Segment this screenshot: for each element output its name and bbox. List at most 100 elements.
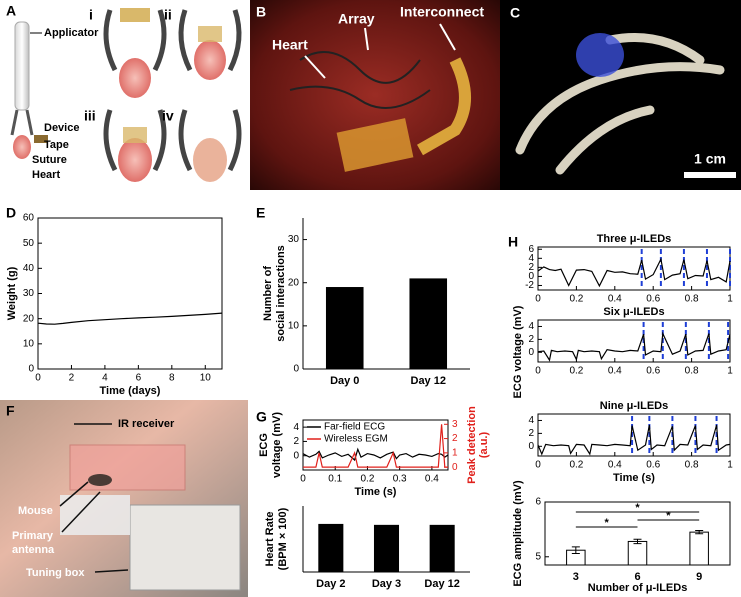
y2-tick-label: 0: [452, 462, 458, 473]
x-tick-label: Day 12: [424, 578, 459, 590]
x-tick-label: Day 2: [316, 578, 345, 590]
panel-letter: G: [256, 409, 267, 425]
label: IR receiver: [118, 418, 175, 430]
label: Applicator: [44, 27, 99, 39]
x-tick-label: 0: [535, 366, 541, 377]
y-tick-label: 4: [528, 415, 534, 426]
heart-shape: [118, 138, 152, 182]
x-tick-label: 1: [727, 460, 733, 471]
x-tick-label: Day 3: [372, 578, 401, 590]
y-axis-label: ECG voltage (mV): [512, 305, 524, 398]
label: Suture: [32, 154, 67, 166]
x-tick-label: 0: [535, 294, 541, 305]
panel-f: F IR receiver Mouse Primary antenna Tuni…: [0, 400, 248, 597]
x-tick-label: Day 12: [411, 375, 446, 387]
applicator-shape: [14, 21, 30, 111]
label: Interconnect: [400, 4, 484, 20]
y-tick-label: 0: [293, 450, 299, 461]
panel-letter: D: [6, 205, 16, 221]
scale-label: 1 cm: [694, 151, 726, 167]
significance-label: *: [605, 517, 610, 529]
label: Primary: [12, 530, 54, 542]
y-tick-label: 10: [288, 320, 300, 331]
plot-frame: [302, 419, 449, 471]
bar: [429, 524, 455, 572]
bar: [409, 278, 448, 369]
bar: [627, 540, 648, 566]
significance-label: *: [666, 510, 671, 522]
plot-frame: [537, 246, 731, 291]
label: Tuning box: [26, 567, 85, 579]
x-tick-label: 1: [727, 366, 733, 377]
y-tick-label: 0: [528, 271, 534, 282]
x-tick-label: 0.2: [569, 366, 583, 377]
y-tick-label: 30: [23, 288, 35, 299]
y-tick-label: 6: [535, 497, 541, 508]
y-axis-label: voltage (mV): [271, 412, 283, 478]
y-axis-label: Heart Rate: [264, 511, 276, 566]
x-tick-label: 0.1: [328, 474, 342, 485]
y-tick-label: 2: [528, 428, 534, 439]
y-tick-label: 4: [528, 253, 534, 264]
device-shape: [120, 8, 150, 22]
x-tick-label: 0.8: [685, 460, 699, 471]
y-axis-label: (BPM × 100): [277, 507, 289, 570]
arrow: [304, 23, 456, 79]
label: Device: [44, 122, 79, 134]
y-tick-label: 0: [293, 364, 299, 375]
y2-tick-label: 1: [452, 447, 458, 458]
panel-letter: F: [6, 403, 15, 419]
label: antenna: [12, 544, 55, 556]
y2-axis-label: Peak detection: [466, 406, 478, 484]
x-tick-label: 9: [696, 571, 702, 583]
x-tick-label: 0.2: [569, 460, 583, 471]
y-tick-label: 0: [528, 347, 534, 358]
chart-title: Three μ-ILEDs: [597, 233, 672, 245]
steps: [103, 8, 242, 182]
step-label: iii: [84, 108, 96, 124]
label: Heart: [272, 37, 308, 53]
x-tick-label: 0.4: [608, 460, 622, 471]
y-axis-label: ECG: [258, 433, 270, 457]
bar: [689, 531, 709, 566]
y-tick-label: 2: [528, 262, 534, 273]
photo: [500, 0, 741, 190]
x-tick-label: Day 0: [330, 375, 359, 387]
x-tick-label: 1: [727, 294, 733, 305]
legend-label: Wireless EGM: [324, 434, 388, 445]
panel-b: B Heart Array Interconnect: [250, 0, 500, 190]
heart-shape: [193, 138, 227, 182]
x-tick-label: 0.6: [646, 294, 660, 305]
heart-shape: [194, 40, 226, 80]
y2-tick-label: 2: [452, 433, 458, 444]
panel-a: A Applicator i ii iii iv Device Tape Sut…: [6, 3, 242, 182]
skeleton-shape: [515, 33, 725, 175]
arrow: [59, 423, 129, 573]
line-series: [537, 257, 731, 288]
base-shape: [60, 495, 130, 535]
x-tick-label: 0.6: [646, 460, 660, 471]
x-axis-label: Number of μ-ILEDs: [588, 582, 688, 594]
device-shape: [576, 33, 624, 77]
x-tick-label: 6: [136, 373, 142, 384]
line-series: [537, 424, 731, 456]
x-tick-label: 3: [573, 571, 579, 583]
arm: [103, 109, 167, 172]
x-axis-label: Time (s): [355, 486, 397, 498]
bar: [373, 524, 400, 572]
x-tick-label: 0.4: [608, 294, 622, 305]
x-tick-label: 0.3: [393, 474, 407, 485]
tuning-box-shape: [129, 504, 241, 591]
y2-axis-label: (a.u.): [478, 432, 490, 459]
device-shape: [198, 26, 222, 42]
x-tick-label: 0.2: [360, 474, 374, 485]
y-tick-label: 0: [28, 364, 34, 375]
y-tick-label: 6: [528, 244, 534, 255]
x-tick-label: 0: [35, 373, 41, 384]
panel-letter: E: [256, 205, 265, 221]
y-tick-label: 0: [528, 441, 534, 452]
y-axis-label: Weight (g): [6, 266, 18, 320]
line-series: [302, 447, 449, 462]
x-tick-label: 10: [200, 373, 212, 384]
arm: [103, 9, 167, 72]
